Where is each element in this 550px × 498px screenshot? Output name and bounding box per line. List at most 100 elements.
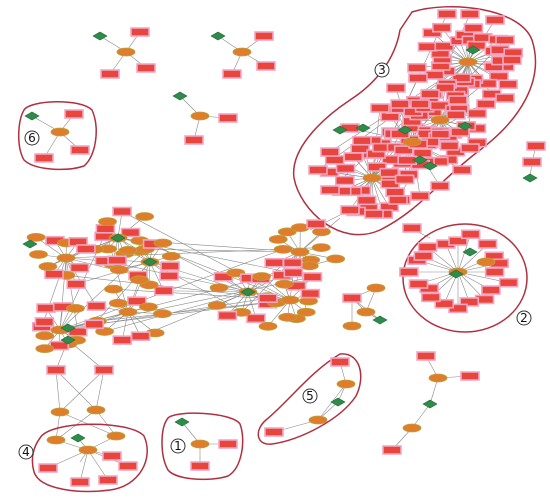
module-labels: 1 2 3 4 5 6 xyxy=(18,62,532,460)
edge xyxy=(457,271,470,303)
target-gene-node xyxy=(98,475,118,485)
target-gene-node xyxy=(495,35,515,45)
target-gene-node xyxy=(402,223,422,233)
mirna-node xyxy=(98,217,117,227)
module-5-outline xyxy=(257,353,362,445)
edge xyxy=(55,411,61,441)
mirna-node xyxy=(296,307,316,317)
target-gene-node xyxy=(463,23,484,33)
mirna-node xyxy=(430,115,450,125)
edge xyxy=(139,240,291,301)
target-gene-node xyxy=(450,127,470,137)
target-gene-node xyxy=(407,63,427,73)
target-gene-node xyxy=(382,445,402,455)
target-gene-node xyxy=(184,135,204,145)
mirna-node xyxy=(278,312,298,322)
module-label: 1 xyxy=(174,439,182,453)
lncrna-node xyxy=(240,287,256,297)
mirna-node xyxy=(56,253,76,263)
lncrna-node xyxy=(422,399,438,409)
target-gene-node xyxy=(364,209,384,219)
target-gene-node xyxy=(439,141,460,151)
target-gene-node xyxy=(136,63,156,73)
lncrna-node xyxy=(24,111,40,121)
target-gene-node xyxy=(394,174,415,185)
target-gene-node xyxy=(300,288,321,299)
edge xyxy=(371,177,390,208)
mirna-node xyxy=(29,250,48,259)
lncrna-node xyxy=(355,123,371,133)
lncrna-node xyxy=(210,31,226,41)
edge xyxy=(79,449,89,483)
target-gene-node xyxy=(502,55,522,65)
target-gene-node xyxy=(408,279,429,289)
mirna-node xyxy=(268,234,288,244)
edge xyxy=(65,257,79,332)
target-gene-node xyxy=(390,99,410,109)
module-6-outline xyxy=(18,101,97,171)
target-gene-node xyxy=(282,257,303,268)
target-gene-node xyxy=(448,236,468,246)
mirna-node xyxy=(308,415,328,425)
target-gene-node xyxy=(343,152,364,162)
module-1-outline xyxy=(161,412,244,481)
target-gene-node xyxy=(340,205,360,215)
target-gene-node xyxy=(460,371,480,381)
target-gene-node xyxy=(100,69,120,79)
lncrna-node xyxy=(70,433,86,443)
module-label-circle xyxy=(170,438,186,454)
edge xyxy=(95,369,105,411)
target-gene-node xyxy=(434,41,455,52)
mirna-node xyxy=(130,275,149,285)
mirna-node xyxy=(342,321,362,331)
target-gene-node xyxy=(420,89,440,99)
target-gene-node xyxy=(264,257,285,268)
mirna-node xyxy=(153,309,172,319)
target-gene-node xyxy=(66,279,86,289)
mirna-node xyxy=(95,327,115,336)
mirna-node xyxy=(258,321,278,331)
target-gene-node xyxy=(399,267,419,277)
module-outlines xyxy=(18,5,537,493)
target-gene-node xyxy=(118,461,138,471)
target-gene-node xyxy=(386,83,406,93)
lncrna-node xyxy=(110,233,126,243)
edge xyxy=(55,369,61,413)
mirna-node xyxy=(138,302,158,312)
mirna-node xyxy=(280,295,300,305)
mirna-node xyxy=(190,111,210,121)
target-gene-node xyxy=(460,143,480,153)
target-gene-node xyxy=(342,293,362,303)
module-label-circle xyxy=(24,130,40,146)
module-label: 5 xyxy=(306,389,314,403)
target-gene-node xyxy=(451,73,472,83)
lncrna-node xyxy=(330,397,346,407)
mirna-node xyxy=(326,254,346,264)
target-gene-node xyxy=(258,293,278,304)
target-gene-node xyxy=(430,129,451,140)
mirna-node xyxy=(118,307,138,317)
target-gene-node xyxy=(306,219,326,229)
target-gene-node xyxy=(432,22,452,33)
lncrna-node xyxy=(60,335,76,345)
lncrna-node xyxy=(174,417,190,427)
mirna-node xyxy=(116,47,136,57)
mirna-node xyxy=(66,304,85,313)
mirna-node xyxy=(104,284,123,294)
mirna-node xyxy=(252,272,272,281)
target-gene-node xyxy=(434,298,455,309)
target-gene-node xyxy=(190,461,210,471)
target-gene-node xyxy=(112,335,133,345)
target-gene-node xyxy=(330,357,350,367)
target-gene-node xyxy=(222,69,242,79)
target-gene-node xyxy=(256,61,276,71)
module-label: 6 xyxy=(28,131,36,145)
target-gene-node xyxy=(159,271,179,281)
mirna-node xyxy=(312,227,331,237)
target-gene-node xyxy=(246,313,266,324)
edge xyxy=(87,449,109,481)
target-gene-node xyxy=(421,292,441,303)
target-gene-node xyxy=(34,153,54,163)
mirna-node xyxy=(207,301,227,310)
